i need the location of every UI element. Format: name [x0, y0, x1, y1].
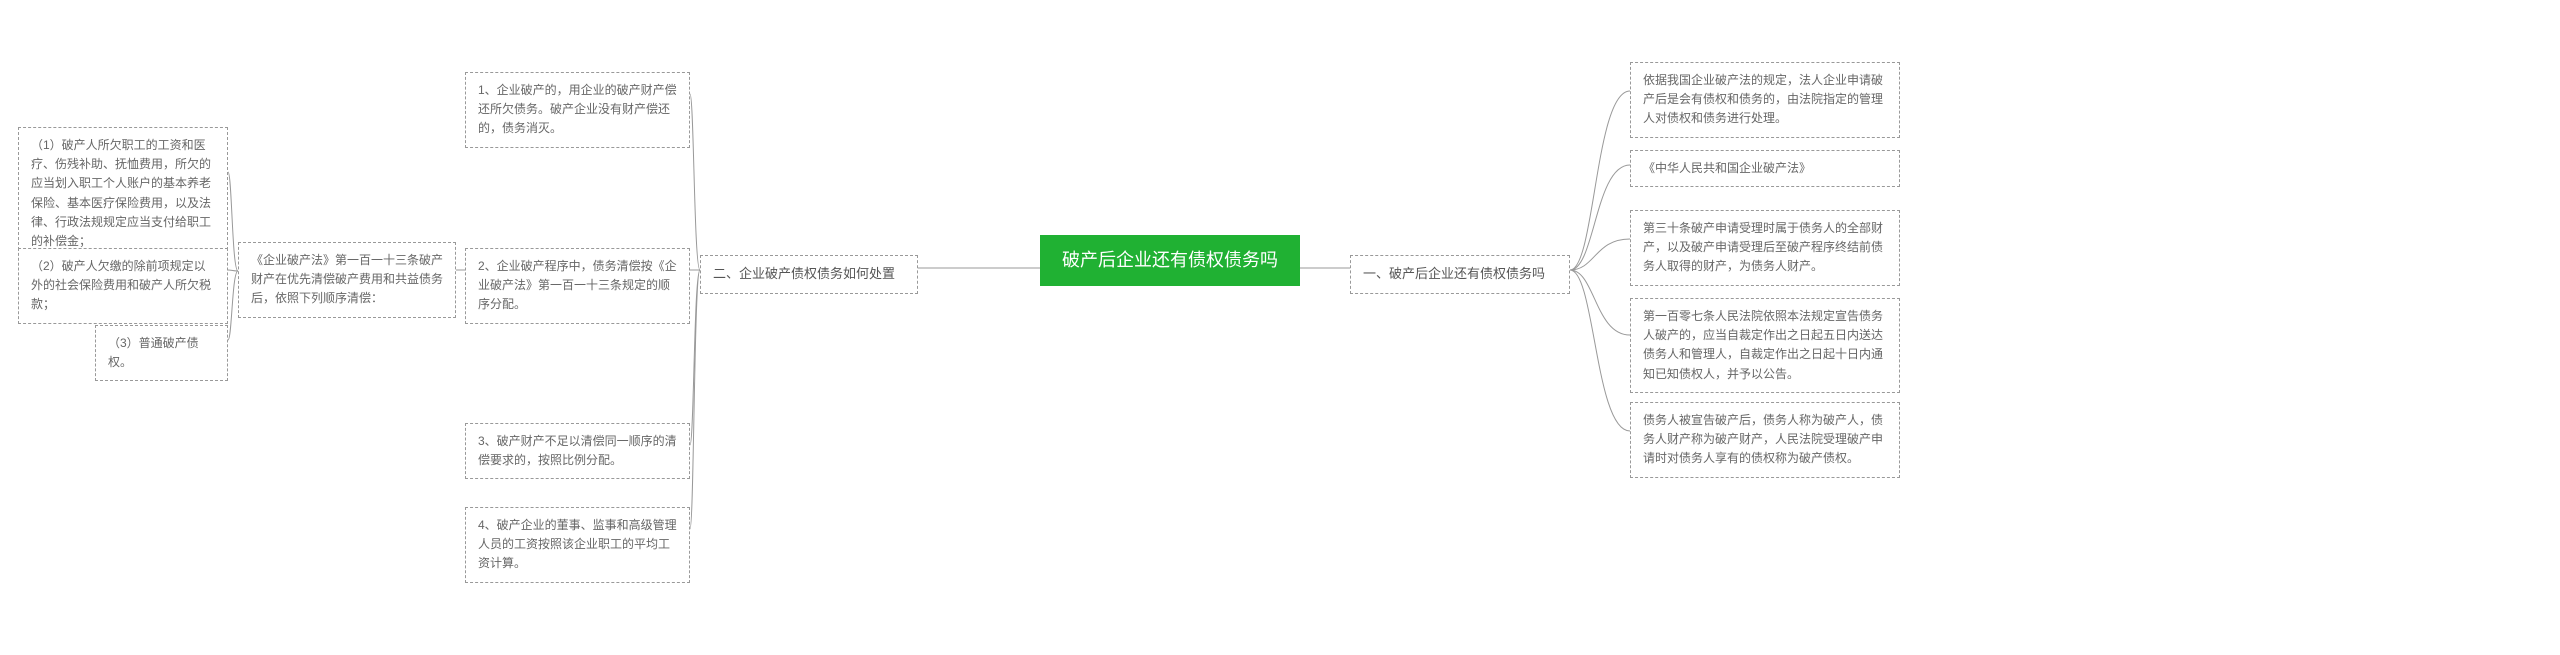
- root-node: 破产后企业还有债权债务吗: [1040, 235, 1300, 286]
- branch2-sub2-label: 《企业破产法》第一百一十三条破产财产在优先清偿破产费用和共益债务后，依照下列顺序…: [251, 253, 443, 305]
- branch2-label: 二、企业破产债权债务如何处置: [713, 266, 895, 281]
- branch1-item-2: 第三十条破产申请受理时属于债务人的全部财产，以及破产申请受理后至破产程序终结前债…: [1630, 210, 1900, 286]
- branch2-item-0: 1、企业破产的，用企业的破产财产偿还所欠债务。破产企业没有财产偿还的，债务消灭。: [465, 72, 690, 148]
- branch2-sub2-item-2: （3）普通破产债权。: [95, 325, 228, 381]
- branch2-sub2-node: 《企业破产法》第一百一十三条破产财产在优先清偿破产费用和共益债务后，依照下列顺序…: [238, 242, 456, 318]
- branch1-node: 一、破产后企业还有债权债务吗: [1350, 255, 1570, 294]
- branch2-item-3: 4、破产企业的董事、监事和高级管理人员的工资按照该企业职工的平均工资计算。: [465, 507, 690, 583]
- root-text: 破产后企业还有债权债务吗: [1062, 250, 1278, 270]
- branch2-item-2: 3、破产财产不足以清偿同一顺序的清偿要求的，按照比例分配。: [465, 423, 690, 479]
- branch2-item-1: 2、企业破产程序中，债务清偿按《企业破产法》第一百一十三条规定的顺序分配。: [465, 248, 690, 324]
- branch1-item-3: 第一百零七条人民法院依照本法规定宣告债务人破产的，应当自裁定作出之日起五日内送达…: [1630, 298, 1900, 393]
- branch2-sub2-item-0: （1）破产人所欠职工的工资和医疗、伤残补助、抚恤费用，所欠的应当划入职工个人账户…: [18, 127, 228, 260]
- branch1-label: 一、破产后企业还有债权债务吗: [1363, 266, 1545, 281]
- branch2-sub2-item-1: （2）破产人欠缴的除前项规定以外的社会保险费用和破产人所欠税款；: [18, 248, 228, 324]
- branch2-node: 二、企业破产债权债务如何处置: [700, 255, 918, 294]
- branch1-item-4: 债务人被宣告破产后，债务人称为破产人，债务人财产称为破产财产，人民法院受理破产申…: [1630, 402, 1900, 478]
- branch1-item-1: 《中华人民共和国企业破产法》: [1630, 150, 1900, 187]
- connectors-layer: [0, 0, 2560, 655]
- branch1-item-0: 依据我国企业破产法的规定，法人企业申请破产后是会有债权和债务的，由法院指定的管理…: [1630, 62, 1900, 138]
